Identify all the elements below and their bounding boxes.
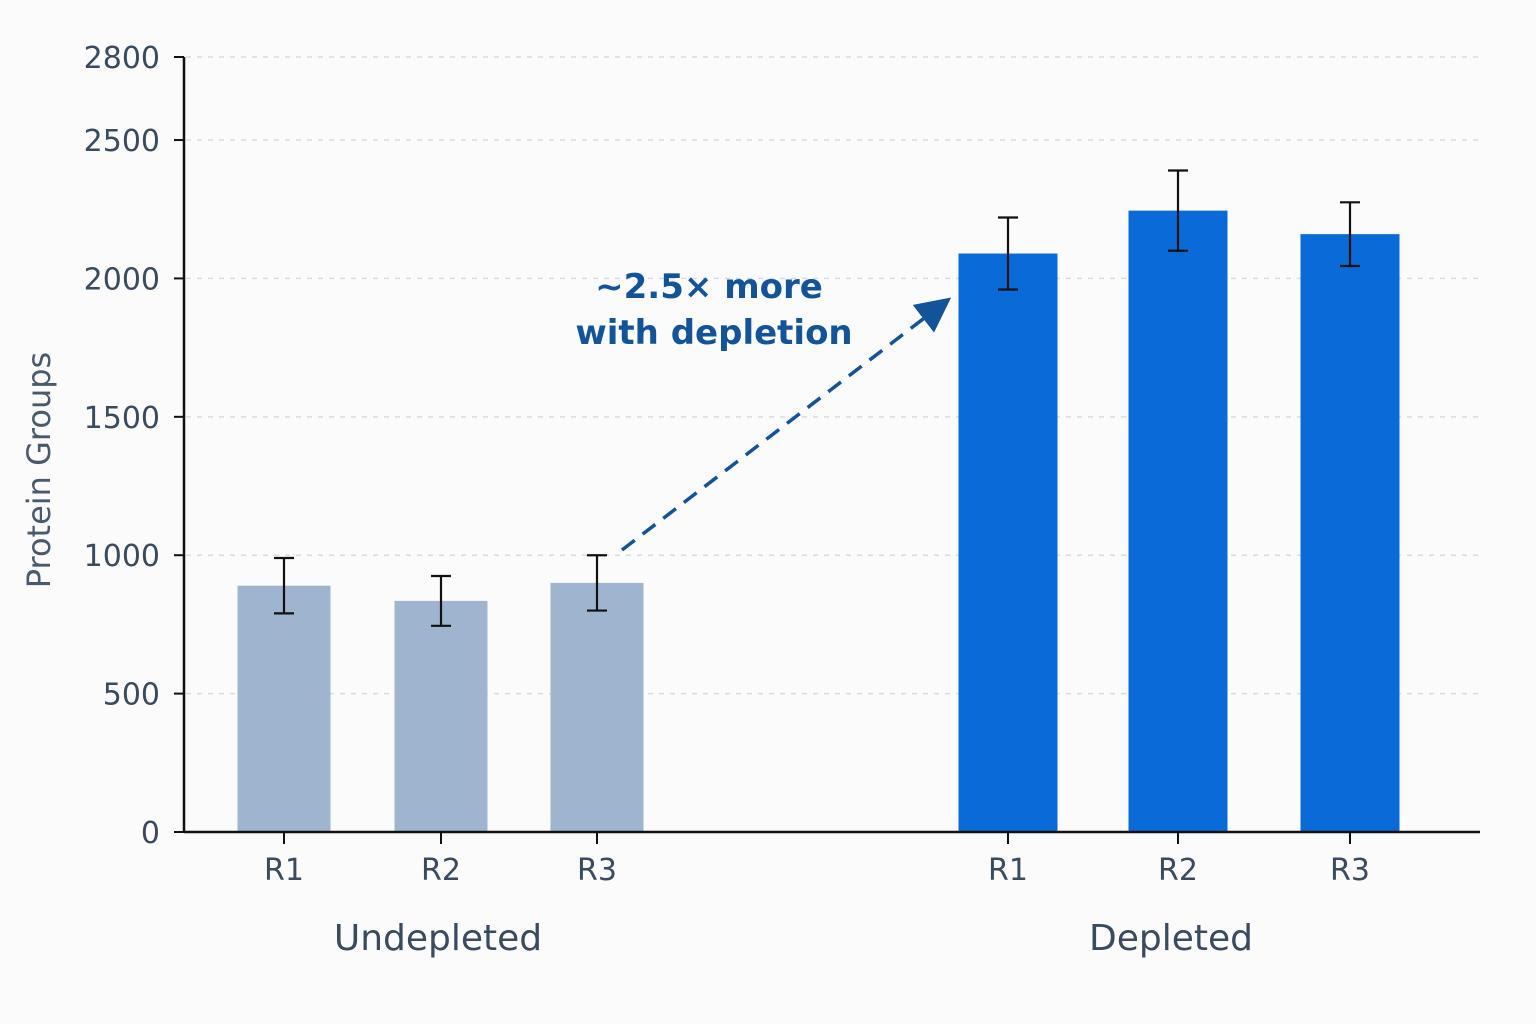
x-tick-label-depleted-r2: R2 xyxy=(1158,853,1198,888)
y-tick-label-1000: 1000 xyxy=(84,539,160,574)
y-axis-label: Protein Groups xyxy=(20,352,58,588)
bar-undepleted-r1 xyxy=(237,585,331,832)
group-labels: Undepleted Depleted xyxy=(334,918,1253,959)
bar-undepleted-r2 xyxy=(394,600,488,832)
annotation: ~2.5× more with depletion xyxy=(575,267,952,552)
x-tick-label-depleted-r1: R1 xyxy=(988,853,1028,888)
bar-depleted-r1 xyxy=(958,253,1058,833)
error-bar-undepleted-r1 xyxy=(274,556,294,615)
y-tick-label-2500: 2500 xyxy=(84,124,160,159)
bar-depleted-r3 xyxy=(1300,234,1400,833)
y-tick-label-2800: 2800 xyxy=(84,41,160,76)
x-tick-label-undepleted-r3: R3 xyxy=(577,853,617,888)
error-bar-undepleted-r3 xyxy=(587,554,607,612)
axes xyxy=(182,57,1480,834)
group-label-undepleted: Undepleted xyxy=(334,918,542,959)
annotation-line-2: with depletion xyxy=(575,313,852,353)
error-bar-undepleted-r2 xyxy=(431,574,451,627)
y-tick-label-1500: 1500 xyxy=(84,401,160,436)
error-bar-depleted-r3 xyxy=(1340,201,1360,268)
tick-labels: 0 500 1000 1500 2000 2500 2800 R1 R2 R3 R1 R2 R3 xyxy=(84,41,1370,888)
y-tick-label-0: 0 xyxy=(141,816,160,851)
error-bars xyxy=(274,169,1360,627)
bar-depleted-r2 xyxy=(1128,210,1228,832)
error-bar-depleted-r1 xyxy=(998,216,1018,291)
y-tick-label-500: 500 xyxy=(103,678,160,713)
x-tick-label-depleted-r3: R3 xyxy=(1330,853,1370,888)
y-tick-label-2000: 2000 xyxy=(84,262,160,297)
gridlines xyxy=(186,56,1480,695)
x-tick-label-undepleted-r1: R1 xyxy=(264,853,304,888)
bar-undepleted-r3 xyxy=(550,582,644,832)
error-bar-depleted-r2 xyxy=(1168,169,1188,252)
group-label-depleted: Depleted xyxy=(1089,918,1253,959)
annotation-arrow xyxy=(620,297,952,552)
x-tick-label-undepleted-r2: R2 xyxy=(421,853,461,888)
annotation-line-1: ~2.5× more xyxy=(595,267,823,307)
bars xyxy=(237,210,1400,833)
